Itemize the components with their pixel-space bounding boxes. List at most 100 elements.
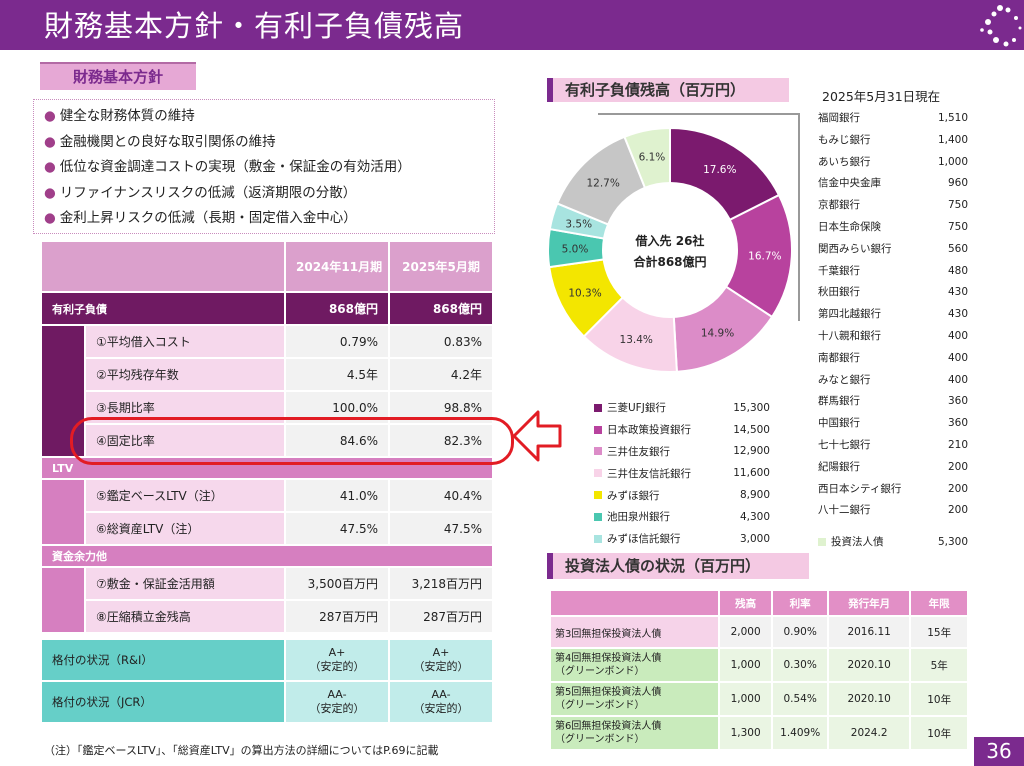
row-label: ⑥総資産LTV（注） [84,511,286,546]
donut-slice-label: 3.5% [565,219,592,231]
page-number: 36 [974,737,1024,766]
column-header: 年限 [909,589,969,617]
column-header: 発行年月 [826,589,912,617]
table-row: 格付の状況（JCR） AA- （安定的） AA- （安定的） [40,680,494,724]
column-header: 2024年11月期 [284,240,390,293]
table-cell: 3,218百万円 [388,566,494,601]
debt-donut-chart: 17.6% 16.7% 14.9% 13.4% 10.3% 5.0% 3.5% 12.7% 6.… [547,126,793,373]
row-label: ①平均借入コスト [84,324,286,359]
policy-heading: 財務基本方針 [40,62,196,90]
row-label: ⑤鑑定ベースLTV（注） [84,478,286,513]
donut-slice-label: 17.6% [703,164,736,176]
section-label: 資金余力他 [40,544,494,568]
bonds-table: 残高 利率 発行年月 年限 第3回無担保投資法人債 2,000 0.90% 20… [549,589,969,751]
donut-slice-label: 13.4% [620,334,653,346]
table-cell: 2024.2 [826,715,912,751]
donut-slice-label: 16.7% [748,250,781,262]
list-item: 南都銀行 400 [818,351,968,364]
donut-slice-label: 10.3% [568,288,601,300]
table-cell: 4.2年 [388,357,494,392]
legend-swatch [594,425,602,434]
row-label: ⑦敷金・保証金活用額 [84,566,286,601]
table-cell: 0.79% [284,324,390,359]
debt-heading: 有利子負債残高（百万円） [547,78,789,102]
legend-swatch [594,447,602,456]
list-item: 紀陽銀行 200 [818,460,968,473]
row-label: ⑧圧縮積立金残高 [84,599,286,634]
list-item: 中国銀行 360 [818,417,968,430]
legend-item: 日本政策投資銀行 14,500 [594,419,770,441]
table-cell: 4.5年 [284,357,390,392]
financial-metrics-table: 2024年11月期 2025年5月期 有利子負債 868億円 868億円 ①平均… [40,240,494,724]
table-cell: 868億円 [284,291,390,326]
table-row: ②平均残存年数 4.5年 4.2年 [41,357,494,392]
row-label: 第6回無担保投資法人債 （グリーンボンド） [549,715,720,751]
table-cell: 287百万円 [284,599,390,634]
table-header-blank [40,240,286,293]
column-header: 利率 [771,589,829,617]
list-item: 七十七銀行 210 [818,438,968,451]
table-cell: 2020.10 [826,647,912,683]
table-row: ⑤鑑定ベースLTV（注） 41.0% 40.4% [40,478,494,546]
list-item: もみじ銀行 1,400 [818,133,968,146]
table-cell: 15年 [909,615,969,649]
row-label: ②平均残存年数 [84,357,286,392]
table-cell: 47.5% [388,511,494,546]
list-item: ● 金利上昇リスクの低減（長期・固定借入金中心） [44,210,357,226]
highlight-oval [70,417,514,465]
legend-swatch [594,534,602,543]
row-label: 第5回無担保投資法人債 （グリーンボンド） [549,681,720,717]
table-row: 第5回無担保投資法人債 （グリーンボンド） 1,000 0.54% 2020.10… [549,681,969,717]
table-cell: 40.4% [388,478,494,513]
table-row: 第3回無担保投資法人債 2,000 0.90% 2016.11 15年 [549,615,969,649]
legend-swatch [594,469,602,478]
donut-slice-label: 14.9% [701,327,734,339]
row-label: 第4回無担保投資法人債 （グリーンボンド） [549,647,720,683]
row-label: ④固定比率 [84,423,286,458]
table-row: 第6回無担保投資法人債 （グリーンボンド） 1,300 1.409% 2024.2… [549,715,969,751]
table-cell: 41.0% [284,478,390,513]
bullet-icon: ● [44,108,56,124]
table-row: ④固定比率 84.6% 82.3% [41,423,494,458]
legend-item: 池田泉州銀行 4,300 [594,506,770,528]
donut-slice-label: 6.1% [639,152,666,164]
list-item: 十八親和銀行 400 [818,329,968,342]
list-item: 関西みらい銀行 560 [818,242,968,255]
list-item: 秋田銀行 430 [818,286,968,299]
list-item: ● 低位な資金調達コストの実現（敷金・保証金の有効活用） [44,159,411,175]
table-cell: 2020.10 [826,681,912,717]
legend-swatch [594,491,602,500]
table-cell: 10年 [909,715,969,751]
decorative-dots-icon [980,5,1022,47]
section-label: 有利子負債 [40,291,286,326]
section-side-bar [40,478,86,546]
table-row: ⑦敷金・保証金活用額 3,500百万円 3,218百万円 [40,566,494,634]
table-cell: 3,500百万円 [284,566,390,601]
table-cell: AA- （安定的） [284,680,390,724]
row-label: 格付の状況（JCR） [40,680,286,724]
left-arrow-icon [512,410,562,462]
table-row: 格付の状況（R&I） A+ （安定的） A+ （安定的） [40,638,494,682]
legend-swatch [818,537,826,546]
list-item: 信金中央金庫 960 [818,177,968,190]
table-cell: 2,000 [717,615,774,649]
table-cell: 0.83% [388,324,494,359]
legend-item: みずほ銀行 8,900 [594,484,770,506]
as-of-date: 2025年5月31日現在 [822,89,941,104]
policy-list: ● 健全な財務体質の維持 ● 金融機関との良好な取引関係の維持 ● 低位な資金調達コス… [44,104,411,232]
list-item: 千葉銀行 480 [818,264,968,277]
bullet-icon: ● [44,184,56,201]
table-cell: 1,000 [717,647,774,683]
table-cell: 2016.11 [826,615,912,649]
legend-item: 三井住友銀行 12,900 [594,441,770,463]
table-cell: 47.5% [284,511,390,546]
table-row: ⑧圧縮積立金残高 287百万円 287百万円 [41,599,494,634]
table-cell: 1,000 [717,681,774,717]
donut-legend: 三菱UFJ銀行 15,300 日本政策投資銀行 14,500 三井住友銀行 12,90… [594,397,770,550]
bullet-icon: ● [44,133,56,150]
donut-center-lenders: 借入先 26社 [635,233,705,248]
legend-swatch [594,512,602,521]
legend-item: 三井住友信託銀行 11,600 [594,462,770,484]
policy-box [33,99,495,234]
column-header-blank [549,589,720,617]
